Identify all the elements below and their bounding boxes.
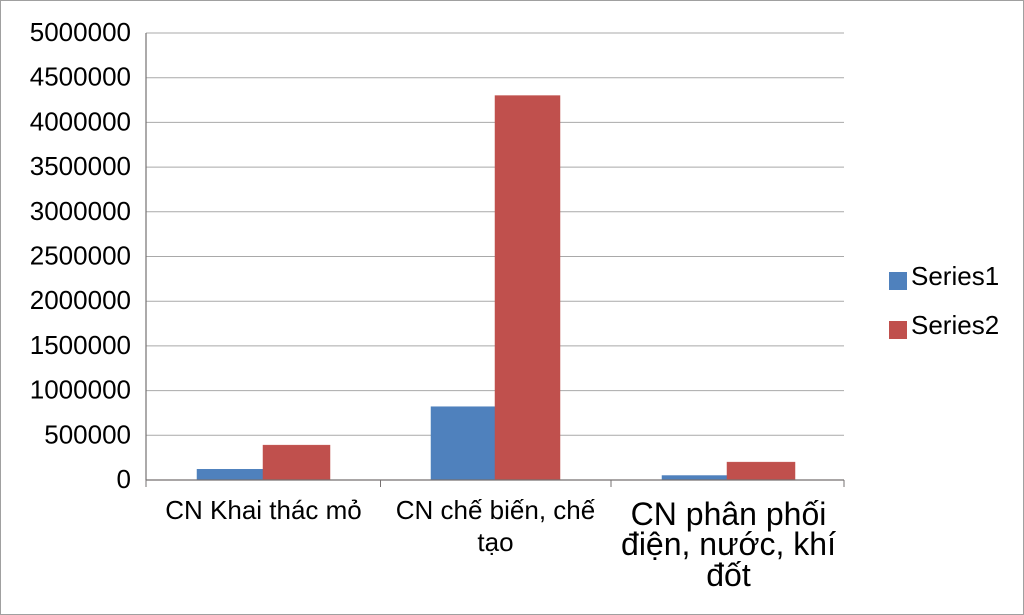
svg-text:4000000: 4000000 (30, 106, 131, 136)
svg-text:5000000: 5000000 (30, 17, 131, 47)
svg-text:500000: 500000 (44, 419, 131, 449)
svg-text:3500000: 3500000 (30, 151, 131, 181)
svg-text:2000000: 2000000 (30, 285, 131, 315)
svg-text:3000000: 3000000 (30, 196, 131, 226)
svg-text:1000000: 1000000 (30, 375, 131, 405)
svg-text:2500000: 2500000 (30, 241, 131, 271)
svg-text:1500000: 1500000 (30, 330, 131, 360)
svg-text:4500000: 4500000 (30, 62, 131, 92)
svg-text:0: 0 (117, 464, 131, 494)
